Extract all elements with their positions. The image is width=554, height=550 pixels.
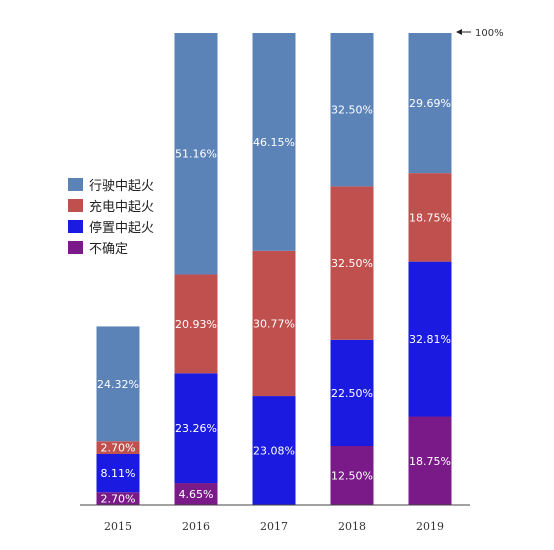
data-label-2018-1: 22.50% xyxy=(331,387,373,400)
data-label-2019-1: 32.81% xyxy=(409,333,451,346)
data-label-2016-1: 23.26% xyxy=(175,422,217,435)
bar-segment-2016-2 xyxy=(174,274,218,374)
data-label-2019-2: 18.75% xyxy=(409,211,451,224)
bar-segment-2019-0 xyxy=(408,416,452,505)
data-label-2015-3: 24.32% xyxy=(97,378,139,391)
bar-segment-2018-2 xyxy=(330,186,374,340)
x-tick-label-2019: 2019 xyxy=(416,520,444,533)
data-label-2019-3: 29.69% xyxy=(409,97,451,110)
reference-arrow-head xyxy=(456,29,462,35)
x-tick-label-2017: 2017 xyxy=(260,520,288,533)
legend-label-2: 充电中起火 xyxy=(89,199,154,215)
bar-segment-2016-1 xyxy=(174,373,218,484)
bar-segment-2018-3 xyxy=(330,33,374,187)
data-label-2018-2: 32.50% xyxy=(331,257,373,270)
data-label-2016-0: 4.65% xyxy=(179,488,214,501)
bar-segment-2017-1 xyxy=(252,396,296,505)
x-tick-label-2016: 2016 xyxy=(182,520,210,533)
bar-segment-2015-0 xyxy=(96,492,140,505)
bar-segment-2019-3 xyxy=(408,33,452,174)
data-label-2017-1: 23.08% xyxy=(253,445,295,458)
segment-labels-group: 2.70% 8.11% 2.70% 24.32% 4.65% 23.26% 20.93% 51… xyxy=(97,97,451,506)
reference-line-label: 100% xyxy=(475,28,504,39)
data-label-2017-3: 46.15% xyxy=(253,136,295,149)
legend-swatch-3 xyxy=(68,178,83,191)
bar-segment-2018-0 xyxy=(330,446,374,505)
data-label-2018-0: 12.50% xyxy=(331,470,373,483)
data-label-2015-0: 2.70% xyxy=(101,493,136,506)
legend-label-1: 停置中起火 xyxy=(89,220,154,236)
legend-label-0: 不确定 xyxy=(89,242,128,257)
bar-segment-2019-2 xyxy=(408,173,452,262)
data-label-2015-2: 2.70% xyxy=(101,442,136,455)
reference-marker: 100% xyxy=(456,28,504,39)
x-tick-labels-group: 2015 2016 2017 2018 2019 xyxy=(104,520,444,533)
bar-segment-2018-1 xyxy=(330,339,374,446)
bar-segment-2017-2 xyxy=(252,250,296,397)
data-label-2019-0: 18.75% xyxy=(409,455,451,468)
bar-segment-2015-1 xyxy=(96,453,140,493)
bar-segment-2015-2 xyxy=(96,441,140,454)
bar-segment-2016-3 xyxy=(174,33,218,275)
legend-label-3: 行驶中起火 xyxy=(89,179,154,194)
bar-segment-2019-1 xyxy=(408,261,452,417)
data-label-2017-2: 30.77% xyxy=(253,317,295,330)
data-label-2015-1: 8.11% xyxy=(101,467,136,480)
bars-group xyxy=(96,33,452,505)
data-label-2016-3: 51.16% xyxy=(175,148,217,161)
bar-segment-2015-3 xyxy=(96,326,140,442)
legend-swatch-0 xyxy=(68,241,83,254)
legend-swatch-1 xyxy=(68,220,83,233)
data-label-2018-3: 32.50% xyxy=(331,104,373,117)
x-tick-label-2015: 2015 xyxy=(104,520,132,533)
x-tick-label-2018: 2018 xyxy=(338,520,366,533)
legend-swatch-2 xyxy=(68,199,83,212)
data-label-2016-2: 20.93% xyxy=(175,318,217,331)
bar-segment-2017-3 xyxy=(252,33,296,251)
bar-segment-2016-0 xyxy=(174,483,218,505)
